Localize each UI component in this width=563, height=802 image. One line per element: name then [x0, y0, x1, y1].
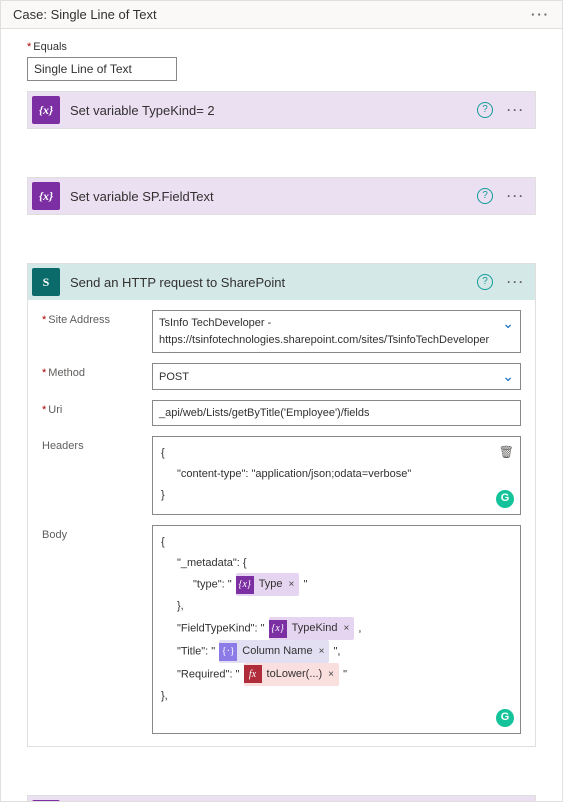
action-menu[interactable]: ··· [507, 103, 525, 117]
action-log: {x} Single line of text column log ? ···… [27, 795, 536, 801]
headers-input[interactable]: 🗑 { "content-type": "application/json;od… [152, 436, 521, 515]
action-menu[interactable]: ··· [507, 275, 525, 289]
equals-input[interactable]: Single Line of Text [27, 57, 177, 81]
equals-label: *Equals [27, 41, 536, 53]
pill-tolower[interactable]: fxtoLower(...)× [244, 663, 339, 686]
site-address-label: Site Address [48, 314, 110, 326]
flow-arrow [27, 129, 536, 167]
pill-remove-icon[interactable]: × [288, 575, 300, 594]
chevron-down-icon[interactable]: ⌄ [502, 368, 514, 385]
pill-remove-icon[interactable]: × [327, 665, 339, 684]
help-icon[interactable]: ? [477, 102, 493, 118]
action-http-sharepoint: S Send an HTTP request to SharePoint ? ·… [27, 263, 536, 747]
variable-icon: {x} [32, 800, 60, 801]
body-input[interactable]: { "_metadata": { "type": " {x}Type× " },… [152, 525, 521, 734]
action-menu[interactable]: ··· [507, 189, 525, 203]
delete-icon[interactable]: 🗑 [499, 445, 514, 459]
action-setvar-typekind: {x} Set variable TypeKind= 2 ? ··· [27, 91, 536, 129]
pill-typekind[interactable]: {x}TypeKind× [269, 617, 355, 640]
case-title: Case: Single Line of Text [13, 7, 157, 22]
site-address-input[interactable]: TsInfo TechDeveloper - https://tsinfotec… [152, 310, 521, 353]
help-icon[interactable]: ? [477, 274, 493, 290]
flow-arrow [27, 747, 536, 785]
flow-arrow [27, 215, 536, 253]
action-title: Send an HTTP request to SharePoint [70, 275, 477, 290]
action-setvar-spfieldtext: {x} Set variable SP.FieldText ? ··· [27, 177, 536, 215]
grammarly-icon[interactable]: G [496, 490, 514, 508]
pill-remove-icon[interactable]: × [318, 642, 330, 661]
body-label: Body [42, 529, 67, 541]
help-icon[interactable]: ? [477, 188, 493, 204]
uri-label: Uri [48, 404, 62, 416]
grammarly-icon[interactable]: G [496, 709, 514, 727]
case-header: Case: Single Line of Text ··· [1, 1, 562, 29]
headers-label: Headers [42, 440, 84, 452]
sharepoint-icon: S [32, 268, 60, 296]
variable-icon: {x} [32, 96, 60, 124]
variable-icon: {x} [32, 182, 60, 210]
action-title: Set variable SP.FieldText [70, 189, 477, 204]
chevron-down-icon[interactable]: ⌄ [502, 315, 514, 332]
case-menu[interactable]: ··· [531, 7, 550, 22]
uri-input[interactable]: _api/web/Lists/getByTitle('Employee')/fi… [152, 400, 521, 426]
action-title: Set variable TypeKind= 2 [70, 103, 477, 118]
pill-remove-icon[interactable]: × [342, 619, 354, 638]
pill-type[interactable]: {x}Type× [236, 573, 300, 596]
pill-columnname[interactable]: {·}Column Name× [219, 640, 329, 663]
method-label: Method [48, 367, 85, 379]
method-select[interactable]: POST ⌄ [152, 363, 521, 390]
